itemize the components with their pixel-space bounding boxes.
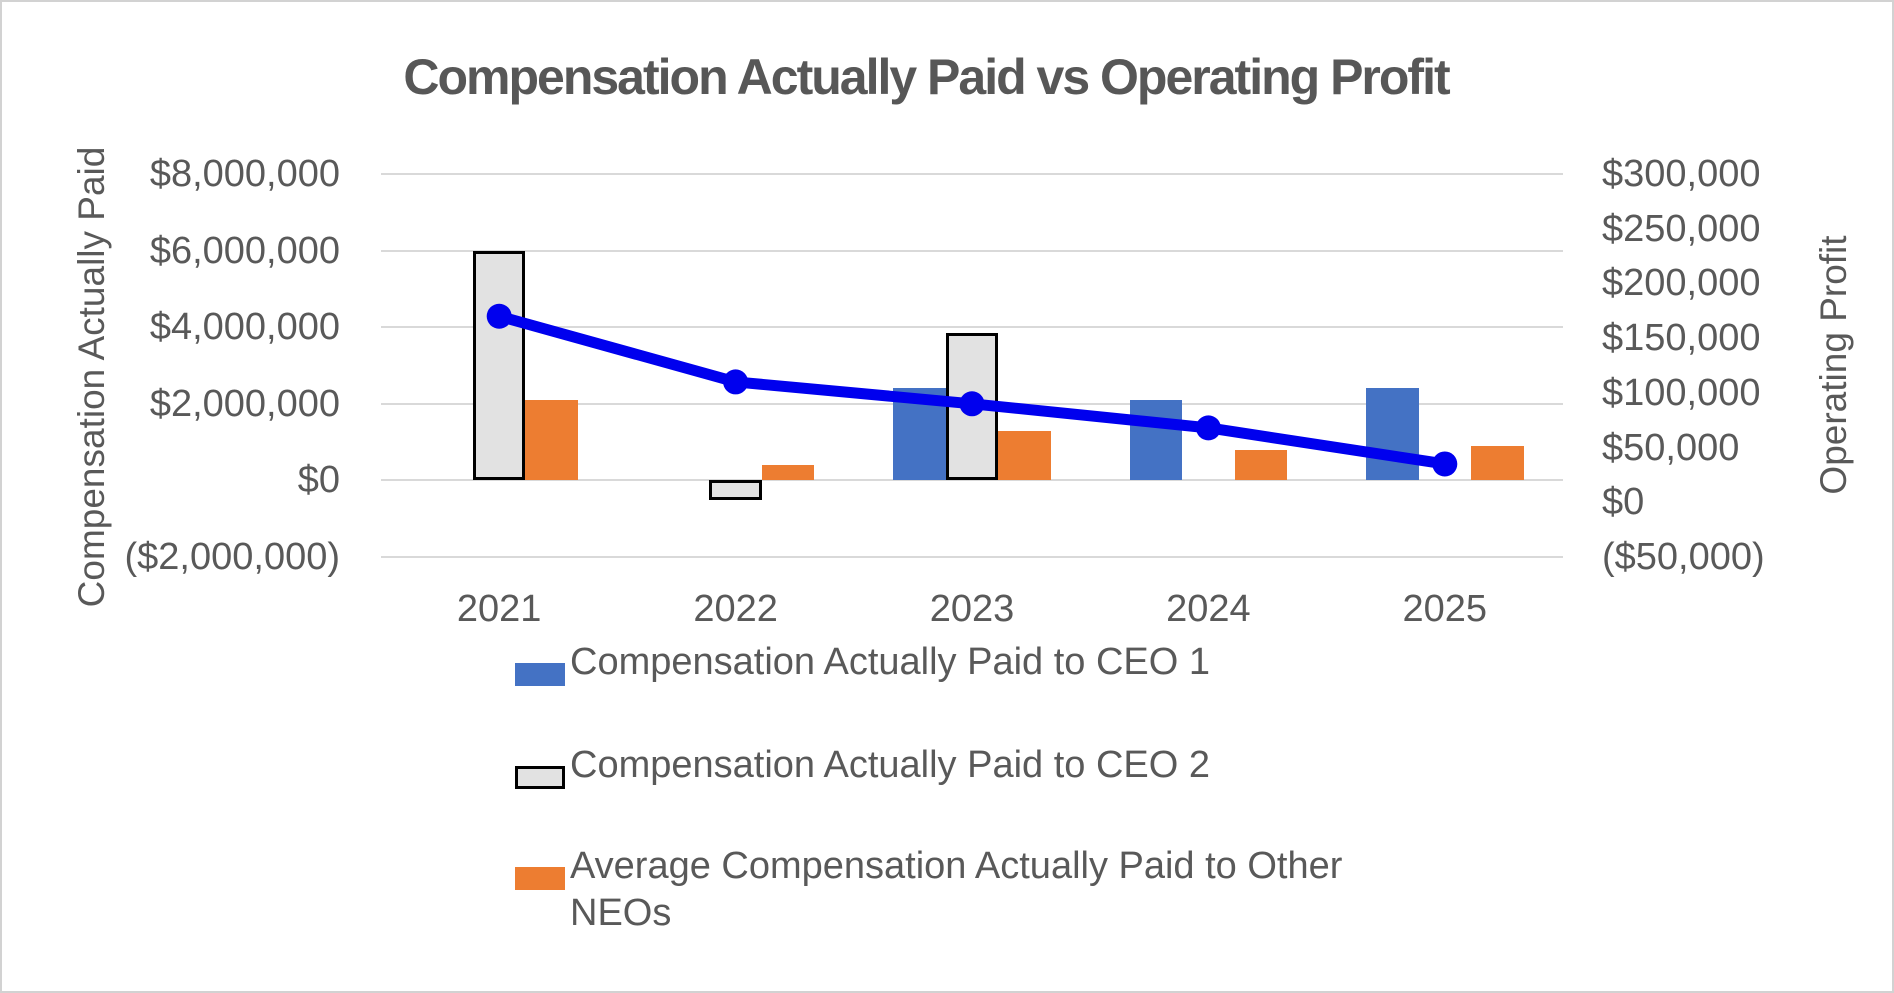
right-axis-tick-label: $0 [1602, 481, 1645, 524]
legend-label: Compensation Actually Paid to CEO 2 [570, 744, 1211, 786]
gridline [381, 326, 1563, 329]
bar [945, 332, 999, 481]
left-axis-tick-label: $8,000,000 [149, 153, 340, 195]
left-axis-tick-label: $4,000,000 [149, 306, 340, 349]
legend-swatch [515, 766, 565, 789]
x-axis-label: 2021 [456, 588, 542, 630]
gridline [381, 249, 1563, 252]
line-marker [1432, 451, 1458, 477]
x-axis-label: 2023 [929, 588, 1015, 630]
legend-swatch [515, 663, 565, 686]
right-axis-tick-label: $300,000 [1602, 153, 1761, 195]
left-axis-tick-label: $0 [297, 459, 340, 502]
right-axis-title: Operating Profit [1813, 235, 1854, 495]
bar [998, 430, 1051, 481]
chart-title: Compensation Actually Paid vs Operating … [403, 49, 1450, 105]
bar [761, 465, 815, 481]
right-axis-tick-label: $200,000 [1602, 262, 1761, 305]
gridline [381, 479, 1563, 482]
right-axis-tick-label: $250,000 [1602, 207, 1761, 250]
x-axis-label: 2025 [1402, 588, 1488, 630]
right-axis-tick-label: ($50,000) [1602, 536, 1765, 578]
bar [1471, 445, 1524, 481]
left-axis-tick-label: $6,000,000 [149, 229, 340, 272]
x-axis-label: 2022 [693, 588, 778, 630]
gridline [381, 556, 1563, 558]
legend-swatch [515, 867, 565, 890]
bar [472, 250, 526, 481]
bar [525, 399, 578, 481]
line-marker [723, 369, 749, 395]
gridline [381, 173, 1563, 175]
bar [709, 480, 762, 500]
legend-label: Average Compensation Actually Paid to Ot… [570, 845, 1343, 934]
legend-label: Compensation Actually Paid to CEO 1 [570, 641, 1211, 683]
right-axis-tick-label: $150,000 [1602, 317, 1761, 360]
right-axis-tick-label: $100,000 [1602, 371, 1761, 414]
bar [1366, 388, 1419, 481]
left-axis-tick-label: ($2,000,000) [124, 536, 341, 578]
right-axis-tick-label: $50,000 [1602, 426, 1740, 469]
bar [1129, 399, 1183, 481]
left-axis-title: Compensation Actually Paid [71, 146, 112, 608]
line-marker [1195, 415, 1221, 441]
left-axis-tick-label: $2,000,000 [149, 382, 340, 425]
bar [893, 388, 946, 481]
bar [1234, 449, 1288, 481]
x-axis-label: 2024 [1166, 588, 1251, 630]
